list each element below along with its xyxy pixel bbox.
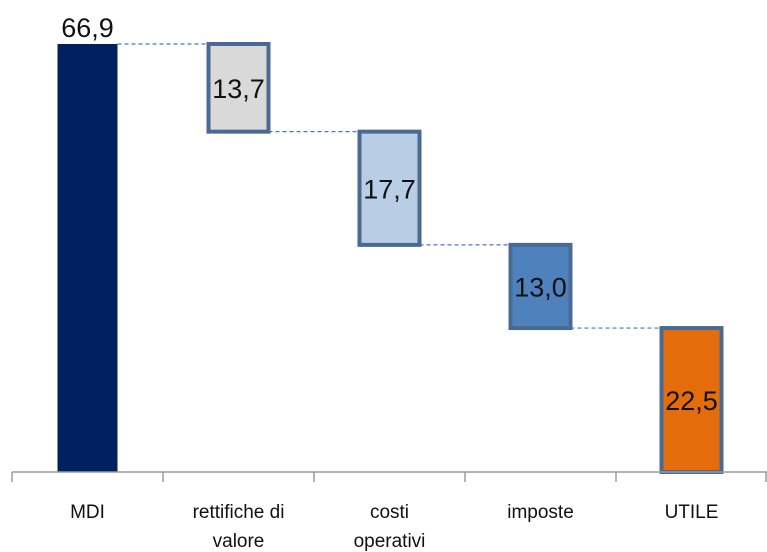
category-labels: MDI rettifiche di valore costi operativi impo… xyxy=(70,502,718,552)
bar-2 xyxy=(357,129,422,247)
value-labels: 66,9 13,7 17,7 13,0 22,5 xyxy=(61,13,718,416)
value-label-3: 13,0 xyxy=(514,272,567,302)
connector-lines xyxy=(117,43,662,329)
x-axis xyxy=(11,471,767,482)
bar-4 xyxy=(659,326,724,474)
bar-3 xyxy=(508,242,573,331)
value-label-0: 66,9 xyxy=(61,13,114,43)
category-label-1: rettifiche di valore xyxy=(193,502,285,552)
bars xyxy=(57,42,724,474)
category-label-4: UTILE xyxy=(665,502,719,523)
value-label-2: 17,7 xyxy=(363,174,416,204)
category-label-3: imposte xyxy=(507,502,574,523)
value-label-4: 22,5 xyxy=(665,386,718,416)
category-label-0: MDI xyxy=(70,502,105,523)
value-label-1: 13,7 xyxy=(212,74,265,104)
bar-0 xyxy=(57,44,118,472)
category-label-2: costi operativi xyxy=(354,502,426,552)
bar-1 xyxy=(206,42,271,134)
